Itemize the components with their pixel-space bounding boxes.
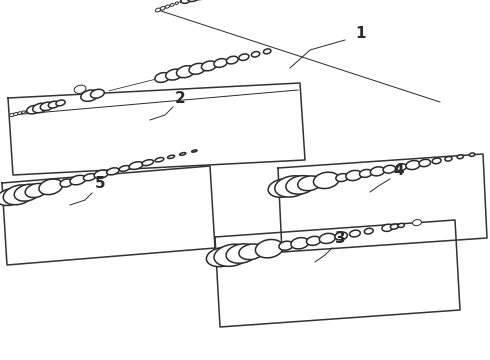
Ellipse shape — [214, 244, 250, 266]
Ellipse shape — [94, 170, 108, 179]
Ellipse shape — [275, 176, 309, 197]
Ellipse shape — [155, 8, 161, 12]
Ellipse shape — [49, 101, 59, 108]
Ellipse shape — [175, 2, 178, 4]
Ellipse shape — [349, 230, 360, 237]
Ellipse shape — [168, 155, 174, 158]
Ellipse shape — [364, 228, 373, 234]
Ellipse shape — [335, 232, 347, 240]
Ellipse shape — [432, 158, 441, 164]
Ellipse shape — [264, 49, 271, 54]
Ellipse shape — [26, 110, 29, 112]
Ellipse shape — [9, 113, 15, 117]
Ellipse shape — [206, 247, 238, 267]
Ellipse shape — [413, 220, 421, 226]
Ellipse shape — [370, 167, 385, 176]
Ellipse shape — [25, 183, 47, 198]
Ellipse shape — [226, 244, 257, 263]
Ellipse shape — [56, 100, 65, 106]
Ellipse shape — [268, 179, 298, 197]
Ellipse shape — [155, 158, 164, 162]
Ellipse shape — [382, 224, 393, 231]
Ellipse shape — [398, 223, 404, 228]
Ellipse shape — [201, 61, 217, 71]
Ellipse shape — [26, 105, 40, 114]
Text: 4: 4 — [393, 163, 404, 178]
Ellipse shape — [91, 89, 104, 98]
Ellipse shape — [176, 66, 195, 78]
Ellipse shape — [165, 5, 170, 8]
Ellipse shape — [40, 102, 53, 111]
Ellipse shape — [445, 157, 452, 161]
Ellipse shape — [129, 162, 143, 170]
Ellipse shape — [107, 168, 119, 175]
Ellipse shape — [239, 244, 264, 260]
Ellipse shape — [14, 184, 41, 201]
Ellipse shape — [180, 153, 186, 155]
Ellipse shape — [187, 0, 200, 1]
Ellipse shape — [279, 241, 293, 250]
Ellipse shape — [81, 90, 98, 101]
Ellipse shape — [336, 174, 348, 181]
Ellipse shape — [155, 73, 170, 82]
Ellipse shape — [251, 51, 260, 57]
Ellipse shape — [3, 185, 34, 205]
Ellipse shape — [166, 69, 182, 80]
Ellipse shape — [419, 159, 431, 167]
Ellipse shape — [383, 165, 395, 173]
Ellipse shape — [226, 56, 238, 64]
Ellipse shape — [457, 155, 464, 159]
Ellipse shape — [180, 0, 183, 3]
Ellipse shape — [160, 6, 165, 10]
Ellipse shape — [39, 179, 63, 195]
Ellipse shape — [255, 239, 283, 258]
Ellipse shape — [291, 238, 309, 249]
Ellipse shape — [391, 224, 398, 229]
Text: 2: 2 — [175, 91, 186, 106]
Ellipse shape — [22, 111, 25, 113]
Ellipse shape — [119, 166, 130, 171]
Ellipse shape — [0, 189, 23, 206]
Text: 5: 5 — [95, 176, 106, 191]
Ellipse shape — [319, 233, 335, 243]
Ellipse shape — [189, 63, 206, 74]
Ellipse shape — [346, 170, 362, 181]
Ellipse shape — [192, 150, 197, 152]
Ellipse shape — [74, 85, 86, 93]
Ellipse shape — [83, 174, 96, 181]
Ellipse shape — [33, 103, 48, 113]
Ellipse shape — [360, 170, 372, 177]
Ellipse shape — [406, 161, 420, 170]
Text: 3: 3 — [335, 231, 345, 246]
Ellipse shape — [170, 4, 174, 6]
Ellipse shape — [286, 176, 316, 194]
Ellipse shape — [14, 113, 18, 116]
Ellipse shape — [306, 237, 321, 246]
Ellipse shape — [70, 175, 86, 185]
Ellipse shape — [469, 153, 475, 156]
Ellipse shape — [396, 164, 407, 171]
Ellipse shape — [214, 59, 227, 67]
Ellipse shape — [298, 176, 321, 191]
Ellipse shape — [181, 0, 192, 3]
Text: 1: 1 — [355, 26, 366, 41]
Ellipse shape — [142, 160, 153, 166]
Ellipse shape — [60, 179, 73, 187]
Ellipse shape — [18, 112, 22, 114]
Ellipse shape — [239, 54, 249, 60]
Ellipse shape — [314, 172, 339, 189]
